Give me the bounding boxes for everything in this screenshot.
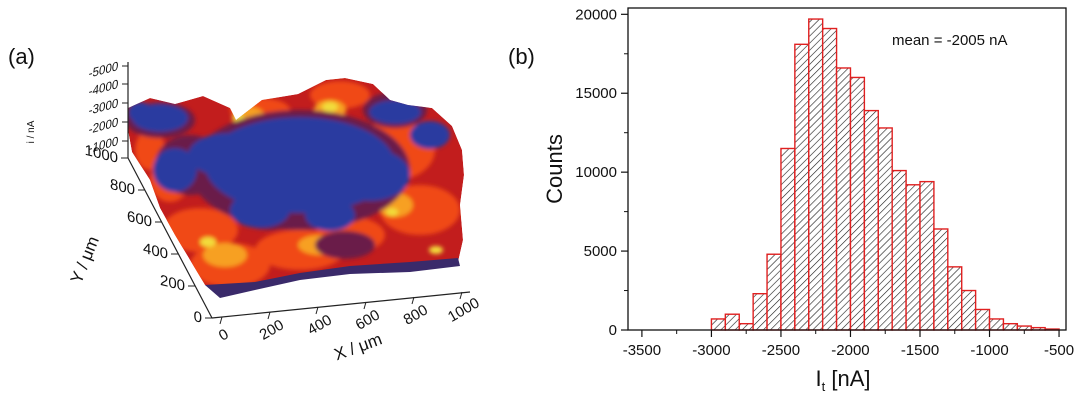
histogram-bars	[710, 18, 1060, 331]
y-tick-label: 800	[110, 176, 135, 199]
histogram-bar	[974, 308, 991, 331]
x-tick-label: -1000	[970, 342, 1008, 359]
surface-amber-region	[203, 243, 247, 267]
y-tick-label: 400	[143, 240, 168, 263]
histogram-bar	[919, 180, 935, 331]
x-axis-label: It [nA]	[816, 366, 871, 394]
histogram-bar	[766, 253, 782, 331]
histogram-bar	[808, 18, 824, 331]
histogram-bar	[891, 169, 907, 331]
x-axis-line	[211, 291, 471, 319]
surface-blue-region	[369, 100, 421, 124]
histogram-bar	[961, 289, 977, 331]
histogram-bar	[1002, 322, 1019, 331]
y-axis-line	[127, 157, 213, 319]
surface-yellow-peak	[386, 208, 398, 216]
x-tick-label: -500	[1044, 342, 1074, 359]
x-axis-label: X / μm	[332, 329, 385, 364]
histogram-bar	[877, 127, 893, 331]
y-axis-label: Counts	[542, 134, 567, 204]
histogram-bar	[780, 147, 796, 331]
x-tick-label: -3000	[692, 342, 730, 359]
x-tick-label: -1500	[901, 342, 939, 359]
x-tick-mark	[267, 311, 271, 320]
x-tick-label: 400	[305, 311, 335, 338]
histogram-bar	[849, 76, 866, 331]
histogram-bar	[738, 322, 754, 331]
histogram-bar	[724, 313, 740, 331]
surface-dark-region	[315, 231, 375, 259]
surface-shading	[128, 81, 460, 287]
histogram-bar	[710, 318, 727, 331]
histogram: -3500 -3000 -2500 -2000 -1500 -1000 -500 0 5000…	[542, 6, 1074, 394]
surface-blue-region	[410, 121, 450, 149]
z-tick-label: -2000	[88, 115, 119, 137]
surface-yellow-peak	[429, 246, 443, 254]
x-tick-mark	[315, 306, 319, 315]
surface-blue-region	[128, 102, 152, 122]
surface-front-edge	[205, 258, 460, 298]
x-tick-label: 1000	[445, 294, 482, 325]
surface-blue-region	[330, 149, 410, 201]
surface-blue-region	[305, 199, 355, 231]
surface-color-field	[128, 78, 464, 294]
histogram-bar	[947, 266, 963, 331]
plot-frame	[627, 7, 1067, 331]
z-tick-label: -4000	[88, 77, 119, 99]
mean-annotation: mean = -2005 nA	[892, 32, 1008, 49]
histogram-bar	[863, 109, 879, 331]
x-tick-label: 600	[353, 306, 383, 333]
histogram-bar	[794, 43, 810, 331]
y-tick-label: 15000	[575, 85, 617, 102]
surface-yellow-peak	[322, 102, 338, 112]
x-tick-label: 200	[257, 316, 287, 343]
y-tick-label: 5000	[584, 243, 617, 260]
panel-label-b: (b)	[508, 44, 535, 69]
y-tick-label: 10000	[575, 164, 617, 181]
y-tick-label: 20000	[575, 6, 617, 23]
x-tick-mark	[411, 296, 415, 305]
histogram-bar	[752, 292, 768, 331]
y-axis-label: Y / μm	[67, 234, 103, 287]
histogram-bar	[905, 184, 921, 331]
x-tick-mark	[219, 316, 223, 325]
x-tick-label: 0	[216, 326, 232, 345]
y-tick-label: 200	[160, 272, 185, 295]
surface-axes	[127, 62, 471, 319]
surface-yellow-peak	[200, 237, 216, 247]
y-tick-label: 0	[194, 308, 202, 327]
surface-blue-region	[188, 133, 272, 177]
x-axis-ticks: -3500 -3000 -2500 -2000 -1500 -1000 -500	[623, 330, 1074, 359]
z-axis-label: i / nA	[26, 120, 37, 143]
x-tick-label: -3500	[623, 342, 661, 359]
surface-blue-region	[153, 148, 197, 192]
histogram-bar	[835, 67, 852, 331]
x-tick-label: -2000	[831, 342, 869, 359]
x-tick-label: -2500	[762, 342, 800, 359]
z-tick-label: -3000	[88, 96, 119, 118]
histogram-bar	[988, 318, 1005, 331]
y-tick-label: 600	[127, 208, 152, 231]
y-tick-label: 0	[609, 322, 617, 339]
surface-body	[128, 78, 464, 298]
histogram-bar	[933, 228, 949, 331]
x-tick-mark	[459, 291, 463, 300]
x-tick-label: 800	[401, 301, 431, 328]
y-axis-ticks: 0 5000 10000 15000 20000	[575, 6, 628, 339]
x-tick-mark	[363, 301, 367, 310]
panel-label-a: (a)	[8, 44, 35, 69]
histogram-bar	[821, 27, 838, 331]
surface-blue-region	[230, 192, 290, 228]
surface-orange-region	[162, 208, 238, 252]
